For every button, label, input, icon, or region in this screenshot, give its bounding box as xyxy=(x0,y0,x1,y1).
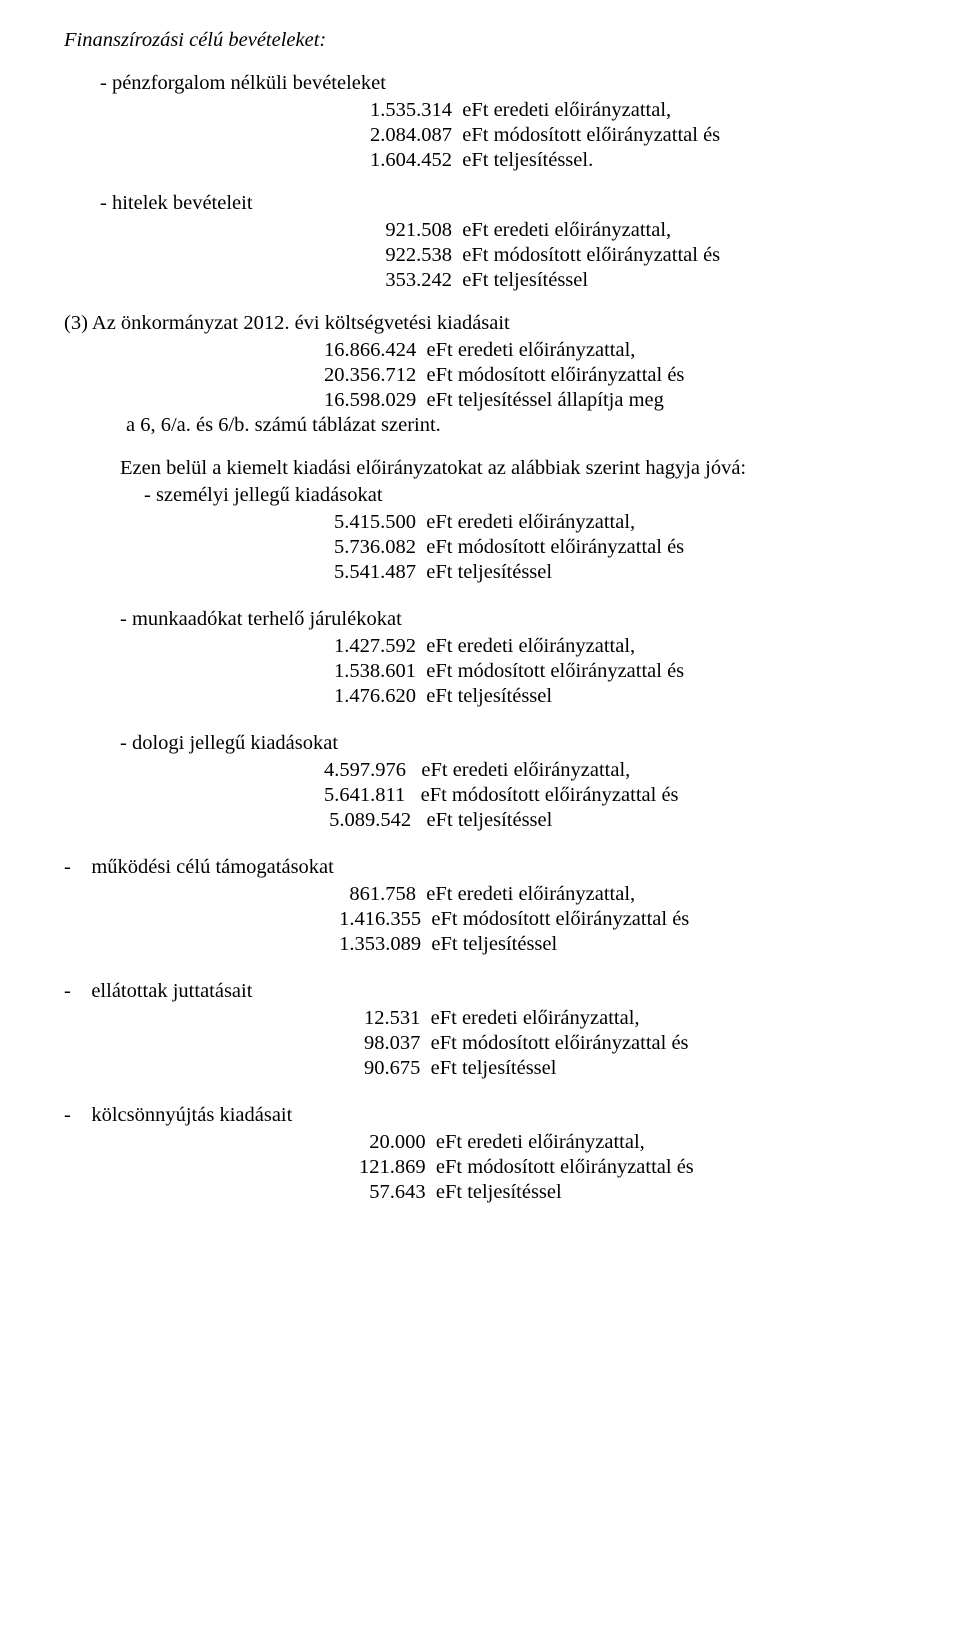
bullet-dash: - xyxy=(64,856,91,878)
sub6-line2: 121.869 eFt módosított előirányzattal és xyxy=(359,1155,930,1180)
sub4-label-row: - működési célú támogatásokat xyxy=(64,855,930,880)
item-2-label: - hitelek bevételeit xyxy=(100,191,930,216)
item-2: - hitelek bevételeit 921.508 eFt eredeti… xyxy=(100,191,930,293)
sub2-block: - munkaadókat terhelő járulékokat 1.427.… xyxy=(64,607,930,709)
sub4-line3: 1.353.089 eFt teljesítéssel xyxy=(334,932,930,957)
sub5-block: - ellátottak juttatásait 12.531 eFt ered… xyxy=(64,979,930,1081)
sub4-line2: 1.416.355 eFt módosított előirányzattal … xyxy=(334,907,930,932)
paragraph-3-values: 16.866.424 eFt eredeti előirányzattal, 2… xyxy=(324,338,930,413)
sub5-label: ellátottak juttatásait xyxy=(91,980,252,1002)
sub4-values: 861.758 eFt eredeti előirányzattal, 1.41… xyxy=(334,882,930,957)
sub5-line3: 90.675 eFt teljesítéssel xyxy=(364,1056,930,1081)
sub3-block: - dologi jellegű kiadásokat 4.597.976 eF… xyxy=(64,731,930,833)
sub4-label: működési célú támogatásokat xyxy=(91,856,334,878)
kiemelt-block: Ezen belül a kiemelt kiadási előirányzat… xyxy=(64,456,930,585)
item-2-values: 921.508 eFt eredeti előirányzattal, 922.… xyxy=(370,218,930,293)
sub6-label-row: - kölcsönnyújtás kiadásait xyxy=(64,1103,930,1128)
item-1: - pénzforgalom nélküli bevételeket 1.535… xyxy=(100,71,930,173)
item-2-line3: 353.242 eFt teljesítéssel xyxy=(370,268,930,293)
item-2-line1: 921.508 eFt eredeti előirányzattal, xyxy=(370,218,930,243)
sub5-label-row: - ellátottak juttatásait xyxy=(64,979,930,1004)
kiemelt-sub1-label: - személyi jellegű kiadásokat xyxy=(144,483,930,508)
section-title: Finanszírozási célú bevételeket: xyxy=(64,28,930,53)
kiemelt-sub1-values: 5.415.500 eFt eredeti előirányzattal, 5.… xyxy=(334,510,930,585)
kiemelt-intro: Ezen belül a kiemelt kiadási előirányzat… xyxy=(120,456,930,481)
document-page: Finanszírozási célú bevételeket: - pénzf… xyxy=(0,0,960,1635)
sub5-values: 12.531 eFt eredeti előirányzattal, 98.03… xyxy=(364,1006,930,1081)
sub2-line1: 1.427.592 eFt eredeti előirányzattal, xyxy=(334,634,930,659)
sub3-line1: 4.597.976 eFt eredeti előirányzattal, xyxy=(324,758,930,783)
item-1-line2: 2.084.087 eFt módosított előirányzattal … xyxy=(370,123,930,148)
sub3-line3: 5.089.542 eFt teljesítéssel xyxy=(324,808,930,833)
sub6-values: 20.000 eFt eredeti előirányzattal, 121.8… xyxy=(359,1130,930,1205)
paragraph-3-lead: (3) Az önkormányzat 2012. évi költségvet… xyxy=(64,311,930,336)
kiemelt-sub1-line2: 5.736.082 eFt módosított előirányzattal … xyxy=(334,535,930,560)
sub3-label: - dologi jellegű kiadásokat xyxy=(120,731,930,756)
sub6-label: kölcsönnyújtás kiadásait xyxy=(91,1104,292,1126)
kiemelt-sub1-line1: 5.415.500 eFt eredeti előirányzattal, xyxy=(334,510,930,535)
sub5-line1: 12.531 eFt eredeti előirányzattal, xyxy=(364,1006,930,1031)
sub6-line1: 20.000 eFt eredeti előirányzattal, xyxy=(359,1130,930,1155)
bullet-dash: - xyxy=(64,1104,91,1126)
item-2-line2: 922.538 eFt módosított előirányzattal és xyxy=(370,243,930,268)
paragraph-3: (3) Az önkormányzat 2012. évi költségvet… xyxy=(64,311,930,438)
paragraph-3-tail: a 6, 6/a. és 6/b. számú táblázat szerint… xyxy=(126,413,930,438)
sub6-block: - kölcsönnyújtás kiadásait 20.000 eFt er… xyxy=(64,1103,930,1205)
item-1-line1: 1.535.314 eFt eredeti előirányzattal, xyxy=(370,98,930,123)
sub2-line2: 1.538.601 eFt módosított előirányzattal … xyxy=(334,659,930,684)
kiemelt-sub1-line3: 5.541.487 eFt teljesítéssel xyxy=(334,560,930,585)
item-1-line3: 1.604.452 eFt teljesítéssel. xyxy=(370,148,930,173)
sub2-label: - munkaadókat terhelő járulékokat xyxy=(120,607,930,632)
sub3-values: 4.597.976 eFt eredeti előirányzattal, 5.… xyxy=(324,758,930,833)
sub3-line2: 5.641.811 eFt módosított előirányzattal … xyxy=(324,783,930,808)
sub4-block: - működési célú támogatásokat 861.758 eF… xyxy=(64,855,930,957)
sub4-line1: 861.758 eFt eredeti előirányzattal, xyxy=(334,882,930,907)
bullet-dash: - xyxy=(64,980,91,1002)
paragraph-3-line2: 20.356.712 eFt módosított előirányzattal… xyxy=(324,363,930,388)
paragraph-3-line3: 16.598.029 eFt teljesítéssel állapítja m… xyxy=(324,388,930,413)
sub6-line3: 57.643 eFt teljesítéssel xyxy=(359,1180,930,1205)
item-1-label: - pénzforgalom nélküli bevételeket xyxy=(100,71,930,96)
sub5-line2: 98.037 eFt módosított előirányzattal és xyxy=(364,1031,930,1056)
paragraph-3-line1: 16.866.424 eFt eredeti előirányzattal, xyxy=(324,338,930,363)
sub2-values: 1.427.592 eFt eredeti előirányzattal, 1.… xyxy=(334,634,930,709)
item-1-values: 1.535.314 eFt eredeti előirányzattal, 2.… xyxy=(370,98,930,173)
sub2-line3: 1.476.620 eFt teljesítéssel xyxy=(334,684,930,709)
